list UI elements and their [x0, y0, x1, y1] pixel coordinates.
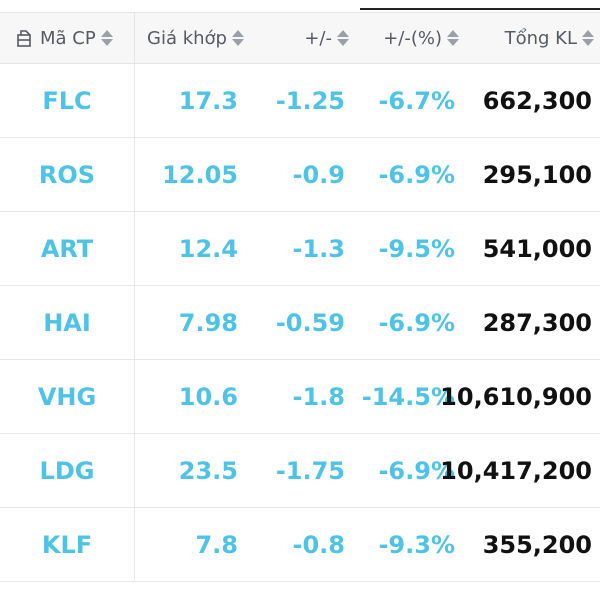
- change-pct-cell: -6.7%: [355, 64, 465, 137]
- sort-icon[interactable]: [582, 29, 594, 47]
- symbol-text: VHG: [37, 382, 97, 411]
- change-text: -1.75: [275, 456, 345, 485]
- change-text: -1.8: [292, 382, 345, 411]
- change-pct-cell: -9.5%: [355, 212, 465, 285]
- symbol-cell[interactable]: VHG: [0, 360, 135, 433]
- header-price[interactable]: Giá khớp: [135, 13, 250, 63]
- price-cell: 12.4: [135, 212, 250, 285]
- change-text: -0.59: [275, 308, 345, 337]
- volume-text: 662,300: [482, 86, 592, 115]
- change-cell: -1.3: [250, 212, 355, 285]
- volume-text: 10,417,200: [440, 456, 592, 485]
- price-text: 12.4: [178, 234, 238, 263]
- change-pct-cell: -14.5%: [355, 360, 465, 433]
- price-text: 12.05: [162, 160, 238, 189]
- header-symbol[interactable]: Mã CP: [0, 13, 135, 63]
- change-pct-text: -6.9%: [378, 308, 455, 337]
- price-text: 23.5: [178, 456, 238, 485]
- price-text: 7.8: [195, 530, 238, 559]
- symbol-cell[interactable]: LDG: [0, 434, 135, 507]
- change-text: -1.3: [292, 234, 345, 263]
- change-pct-text: -6.9%: [378, 160, 455, 189]
- table-row[interactable]: HAI 7.98 -0.59 -6.9% 287,300: [0, 286, 600, 360]
- change-text: -0.8: [292, 530, 345, 559]
- volume-text: 295,100: [482, 160, 592, 189]
- header-volume[interactable]: Tổng KL: [465, 13, 600, 63]
- header-change[interactable]: +/-: [250, 13, 355, 63]
- volume-text: 10,610,900: [440, 382, 592, 411]
- price-cell: 23.5: [135, 434, 250, 507]
- symbol-text: ROS: [38, 160, 96, 189]
- change-pct-text: -6.7%: [378, 86, 455, 115]
- change-cell: -1.75: [250, 434, 355, 507]
- volume-cell: 287,300: [465, 286, 600, 359]
- table-row[interactable]: ROS 12.05 -0.9 -6.9% 295,100: [0, 138, 600, 212]
- price-text: 7.98: [178, 308, 238, 337]
- symbol-cell[interactable]: ROS: [0, 138, 135, 211]
- volume-text: 355,200: [482, 530, 592, 559]
- table-row[interactable]: FLC 17.3 -1.25 -6.7% 662,300: [0, 64, 600, 138]
- header-symbol-label: Mã CP: [40, 27, 96, 49]
- price-cell: 12.05: [135, 138, 250, 211]
- symbol-cell[interactable]: KLF: [0, 508, 135, 581]
- symbol-text: LDG: [39, 456, 95, 485]
- price-cell: 7.8: [135, 508, 250, 581]
- change-cell: -1.25: [250, 64, 355, 137]
- table-row[interactable]: ART 12.4 -1.3 -9.5% 541,000: [0, 212, 600, 286]
- volume-text: 541,000: [482, 234, 592, 263]
- symbol-text: HAI: [43, 308, 91, 337]
- symbol-cell[interactable]: HAI: [0, 286, 135, 359]
- change-pct-cell: -9.3%: [355, 508, 465, 581]
- sort-icon[interactable]: [337, 29, 349, 47]
- symbol-text: FLC: [42, 86, 92, 115]
- change-text: -1.25: [275, 86, 345, 115]
- sort-icon[interactable]: [232, 29, 244, 47]
- change-pct-text: -9.3%: [378, 530, 455, 559]
- price-cell: 17.3: [135, 64, 250, 137]
- symbol-text: KLF: [41, 530, 93, 559]
- table-row[interactable]: LDG 23.5 -1.75 -6.9% 10,417,200: [0, 434, 600, 508]
- header-change-pct-label: +/-(%): [383, 27, 442, 49]
- change-cell: -0.59: [250, 286, 355, 359]
- sort-icon[interactable]: [100, 29, 113, 47]
- change-pct-text: -9.5%: [378, 234, 455, 263]
- symbol-text: ART: [40, 234, 94, 263]
- change-pct-text: -14.5%: [361, 382, 455, 411]
- table-row[interactable]: VHG 10.6 -1.8 -14.5% 10,610,900: [0, 360, 600, 434]
- sort-icon[interactable]: [447, 29, 459, 47]
- change-pct-text: -6.9%: [378, 456, 455, 485]
- change-pct-cell: -6.9%: [355, 286, 465, 359]
- volume-cell: 662,300: [465, 64, 600, 137]
- symbol-cell[interactable]: ART: [0, 212, 135, 285]
- price-cell: 10.6: [135, 360, 250, 433]
- stock-table: Mã CP Giá khớp +/- +/-(%) Tổng KL FLC: [0, 12, 600, 582]
- table-header: Mã CP Giá khớp +/- +/-(%) Tổng KL: [0, 12, 600, 64]
- volume-cell: 295,100: [465, 138, 600, 211]
- price-text: 10.6: [178, 382, 238, 411]
- volume-text: 287,300: [482, 308, 592, 337]
- table-row[interactable]: KLF 7.8 -0.8 -9.3% 355,200: [0, 508, 600, 582]
- header-change-label: +/-: [304, 27, 332, 49]
- change-pct-cell: -6.9%: [355, 434, 465, 507]
- volume-cell: 355,200: [465, 508, 600, 581]
- active-tab-indicator: [360, 8, 600, 10]
- change-cell: -1.8: [250, 360, 355, 433]
- change-cell: -0.9: [250, 138, 355, 211]
- volume-cell: 541,000: [465, 212, 600, 285]
- change-pct-cell: -6.9%: [355, 138, 465, 211]
- price-cell: 7.98: [135, 286, 250, 359]
- document-icon: [17, 30, 31, 47]
- price-text: 17.3: [178, 86, 238, 115]
- volume-cell: 10,610,900: [440, 360, 600, 433]
- volume-cell: 10,417,200: [440, 434, 600, 507]
- symbol-cell[interactable]: FLC: [0, 64, 135, 137]
- header-price-label: Giá khớp: [147, 27, 227, 49]
- header-volume-label: Tổng KL: [504, 27, 577, 49]
- change-text: -0.9: [292, 160, 345, 189]
- change-cell: -0.8: [250, 508, 355, 581]
- header-change-pct[interactable]: +/-(%): [355, 13, 465, 63]
